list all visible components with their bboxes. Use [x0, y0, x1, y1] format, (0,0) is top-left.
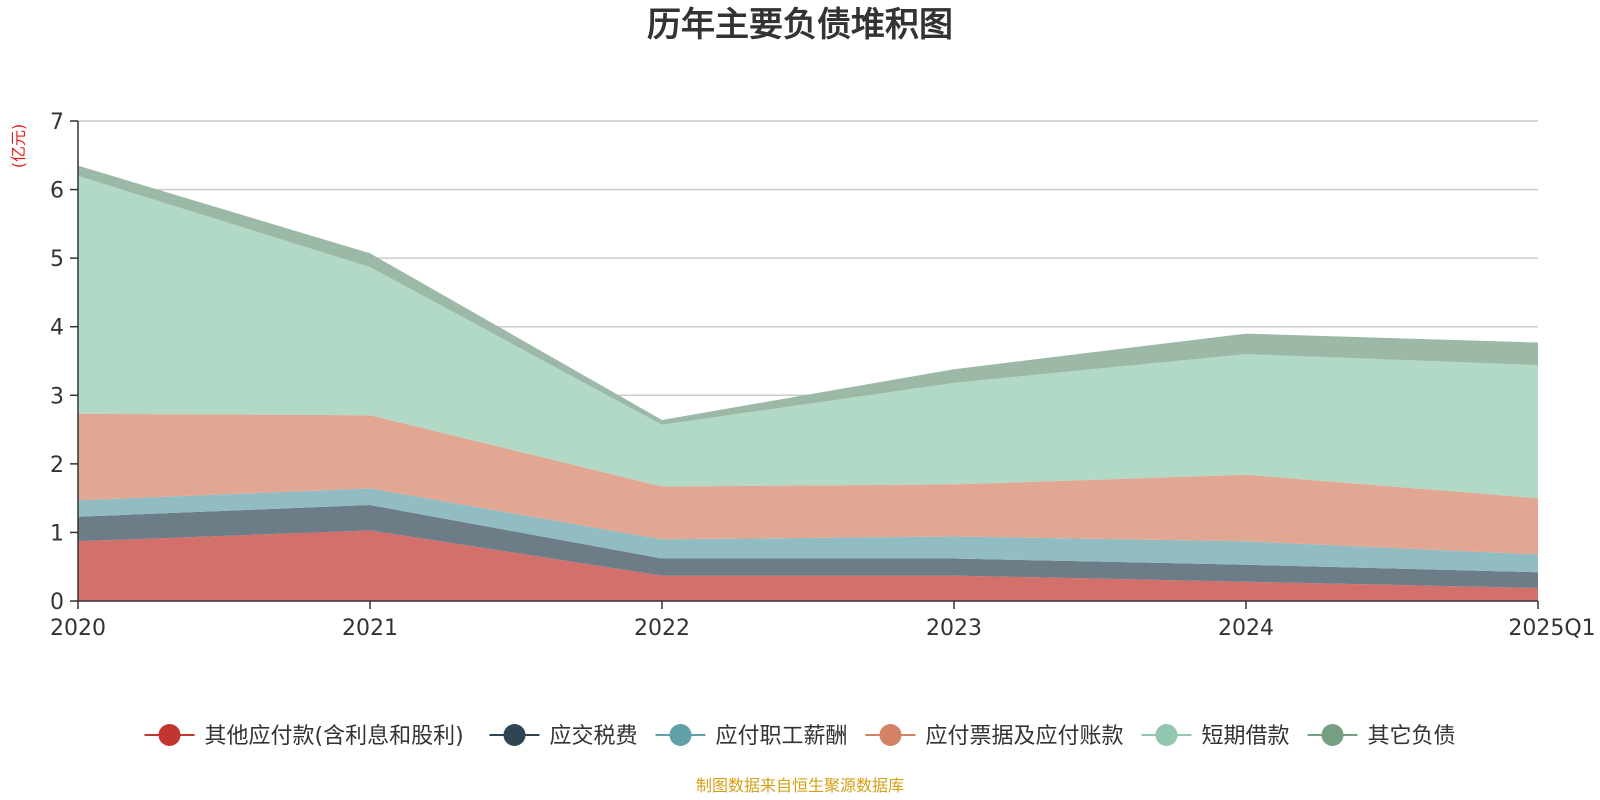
x-tick-label: 2021	[342, 616, 398, 641]
x-tick-label: 2024	[1218, 616, 1274, 641]
y-tick-label: 7	[50, 110, 64, 135]
legend-label: 应付票据及应付账款	[926, 724, 1124, 749]
legend-label: 短期借款	[1202, 724, 1290, 749]
area-series-1[interactable]	[78, 530, 1538, 601]
x-tick-label: 2023	[926, 616, 982, 641]
y-tick-label: 4	[50, 316, 64, 341]
legend-item[interactable]: 短期借款	[1141, 724, 1290, 749]
legend-label: 应付职工薪酬	[716, 724, 848, 749]
legend-marker-icon	[1155, 724, 1178, 746]
legend-item[interactable]: 其它负债	[1307, 724, 1456, 749]
legend-label: 其它负债	[1368, 724, 1456, 749]
legend-item[interactable]: 应交税费	[489, 724, 638, 749]
data-source-note: 制图数据来自恒生聚源数据库	[696, 776, 904, 795]
y-tick-label: 1	[50, 521, 64, 546]
area-series-4[interactable]	[78, 413, 1538, 555]
legend-item[interactable]: 应付职工薪酬	[655, 724, 848, 749]
y-axis-unit: (亿元)	[9, 124, 28, 169]
legend-marker-icon	[879, 724, 902, 746]
area-series-5[interactable]	[78, 175, 1538, 499]
legend-marker-icon	[1321, 724, 1344, 746]
area-series-2[interactable]	[78, 505, 1538, 588]
area-series-3[interactable]	[78, 488, 1538, 573]
y-tick-label: 2	[50, 453, 64, 478]
y-tick-label: 6	[50, 179, 64, 204]
legend-marker-icon	[158, 724, 181, 746]
legend-label: 其他应付款(含利息和股利)	[205, 724, 464, 749]
y-tick-label: 0	[50, 590, 64, 615]
x-tick-label: 2025Q1	[1508, 616, 1595, 641]
x-tick-label: 2022	[634, 616, 690, 641]
legend-item[interactable]: 应付票据及应付账款	[865, 724, 1124, 749]
legend-item[interactable]: 其他应付款(含利息和股利)	[144, 724, 464, 749]
y-tick-label: 5	[50, 247, 64, 272]
legend[interactable]: 其他应付款(含利息和股利) 应交税费 应付职工薪酬 应付票据及应付账款 短期借款 其它负债	[144, 724, 1456, 749]
x-tick-label: 2020	[50, 616, 106, 641]
chart-title: 历年主要负债堆积图	[647, 5, 953, 45]
area-series-6[interactable]	[78, 165, 1538, 425]
series-areas	[78, 165, 1538, 601]
legend-marker-icon	[669, 724, 692, 746]
axes: 0 1 2 3 4 5 6 7 2020 2021 2022 2023 2024 2025Q1	[50, 110, 1596, 641]
legend-marker-icon	[503, 724, 526, 746]
legend-label: 应交税费	[550, 724, 638, 749]
y-tick-label: 3	[50, 384, 64, 409]
